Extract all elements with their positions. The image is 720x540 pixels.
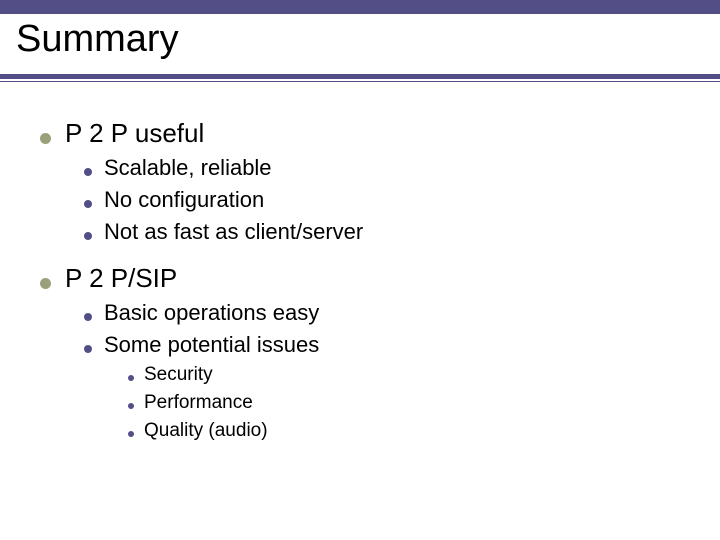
list-item-label: Performance <box>144 392 253 414</box>
list-item: Some potential issues <box>84 332 680 358</box>
bullet-icon <box>128 403 134 409</box>
title-underline-thick <box>0 74 720 79</box>
list-item: Basic operations easy <box>84 300 680 326</box>
bullet-icon <box>84 313 92 321</box>
bullet-icon <box>84 200 92 208</box>
list-item: Scalable, reliable <box>84 155 680 181</box>
list-item-label: Scalable, reliable <box>104 155 272 181</box>
list-item: Not as fast as client/server <box>84 219 680 245</box>
list-item-label: Some potential issues <box>104 332 319 358</box>
bullet-icon <box>40 278 51 289</box>
list-item: P 2 P/SIP <box>40 263 680 294</box>
list-item-label: Basic operations easy <box>104 300 319 326</box>
list-item: Quality (audio) <box>128 420 680 442</box>
list-item-label: Not as fast as client/server <box>104 219 363 245</box>
list-item: Performance <box>128 392 680 414</box>
list-item-label: P 2 P useful <box>65 118 204 149</box>
list-item-label: P 2 P/SIP <box>65 263 177 294</box>
bullet-icon <box>84 345 92 353</box>
bullet-icon <box>84 168 92 176</box>
slide-title: Summary <box>16 18 179 61</box>
bullet-icon <box>128 375 134 381</box>
list-item: P 2 P useful <box>40 118 680 149</box>
bullet-icon <box>128 431 134 437</box>
list-item: Security <box>128 364 680 386</box>
list-item: No configuration <box>84 187 680 213</box>
bullet-icon <box>40 133 51 144</box>
title-underline-thin <box>0 81 720 82</box>
list-item-label: No configuration <box>104 187 264 213</box>
list-item-label: Quality (audio) <box>144 420 268 442</box>
slide-content: P 2 P useful Scalable, reliable No confi… <box>40 100 680 442</box>
list-item-label: Security <box>144 364 213 386</box>
bullet-icon <box>84 232 92 240</box>
title-band <box>0 0 720 14</box>
